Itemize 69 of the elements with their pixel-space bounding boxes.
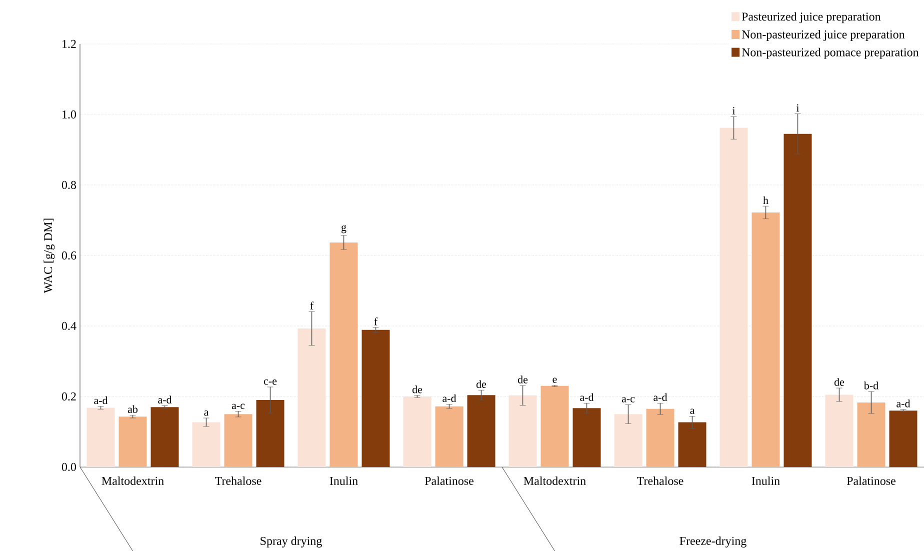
- x-tick-label: Palatinose: [424, 476, 474, 485]
- data-label: de: [834, 378, 844, 386]
- x-tick-label: Maltodextrin: [524, 476, 586, 485]
- data-label: de: [518, 376, 528, 384]
- bar: [508, 395, 537, 467]
- x-tick-label: Maltodextrin: [102, 476, 164, 485]
- legend-label: Pasteurized juice preparation: [742, 12, 881, 24]
- x-tick-label: Trehalose: [637, 476, 684, 485]
- data-label: a-d: [654, 393, 668, 401]
- bar: [330, 242, 358, 467]
- bar: [889, 410, 918, 467]
- bar: [572, 408, 601, 467]
- data-label: ab: [128, 405, 138, 413]
- bar: [646, 408, 674, 467]
- data-label: f: [374, 317, 378, 326]
- bar: [825, 394, 854, 467]
- y-tick-label: 1.2: [62, 40, 76, 48]
- bar: [298, 328, 326, 467]
- data-label: a: [204, 410, 209, 416]
- data-label: i: [796, 104, 800, 112]
- data-label: a-c: [622, 397, 635, 402]
- data-label: e: [552, 378, 557, 384]
- y-tick-label: 0.2: [62, 392, 76, 401]
- data-label: g: [341, 225, 346, 234]
- x-tick-label: Inulin: [330, 476, 358, 485]
- bar: [467, 395, 496, 467]
- bar: [614, 414, 642, 467]
- bar: [857, 402, 886, 467]
- y-axis-title: WAC [g/g DM]: [44, 218, 55, 294]
- bar: [403, 396, 432, 467]
- bar: [720, 128, 748, 467]
- x-tick-label: Trehalose: [215, 476, 262, 485]
- y-tick-label: 1.0: [62, 110, 76, 119]
- bar: [256, 400, 284, 467]
- x-tick-label: Palatinose: [846, 476, 896, 485]
- bar: [540, 386, 569, 467]
- bar: [118, 416, 147, 467]
- data-label: b-d: [864, 382, 878, 390]
- data-label: a: [690, 408, 695, 414]
- bar: [752, 212, 780, 467]
- data-label: a-d: [94, 396, 108, 404]
- y-tick-label: 0.8: [62, 180, 76, 190]
- data-label: a-d: [580, 393, 594, 401]
- bar: [784, 134, 812, 467]
- data-label: de: [476, 380, 486, 388]
- data-label: a-d: [158, 396, 172, 404]
- data-label: a-d: [442, 394, 456, 402]
- bar: [192, 422, 220, 467]
- y-tick-label: 0.6: [62, 251, 76, 260]
- bar: [86, 408, 115, 467]
- data-label: a-c: [232, 404, 245, 410]
- bar: [678, 422, 706, 467]
- legend-label: Non-pasteurized pomace preparation: [742, 48, 919, 59]
- text: Freeze-drying: [680, 536, 746, 548]
- data-label: c-e: [264, 379, 277, 385]
- text: Spray drying: [260, 536, 322, 548]
- legend-label: Non-pasteurized juice preparation: [742, 30, 905, 41]
- bar: [150, 407, 179, 467]
- data-label: i: [732, 107, 736, 114]
- data-label: h: [763, 196, 768, 204]
- x-tick-label: Inulin: [752, 476, 780, 485]
- y-tick-label: 0.0: [62, 462, 76, 472]
- bar: [435, 406, 464, 467]
- data-label: f: [310, 302, 314, 310]
- bar: [224, 414, 252, 467]
- data-label: de: [412, 386, 422, 394]
- y-tick-label: 0.4: [62, 322, 76, 330]
- bar: [362, 330, 390, 467]
- data-label: a-d: [896, 400, 910, 408]
